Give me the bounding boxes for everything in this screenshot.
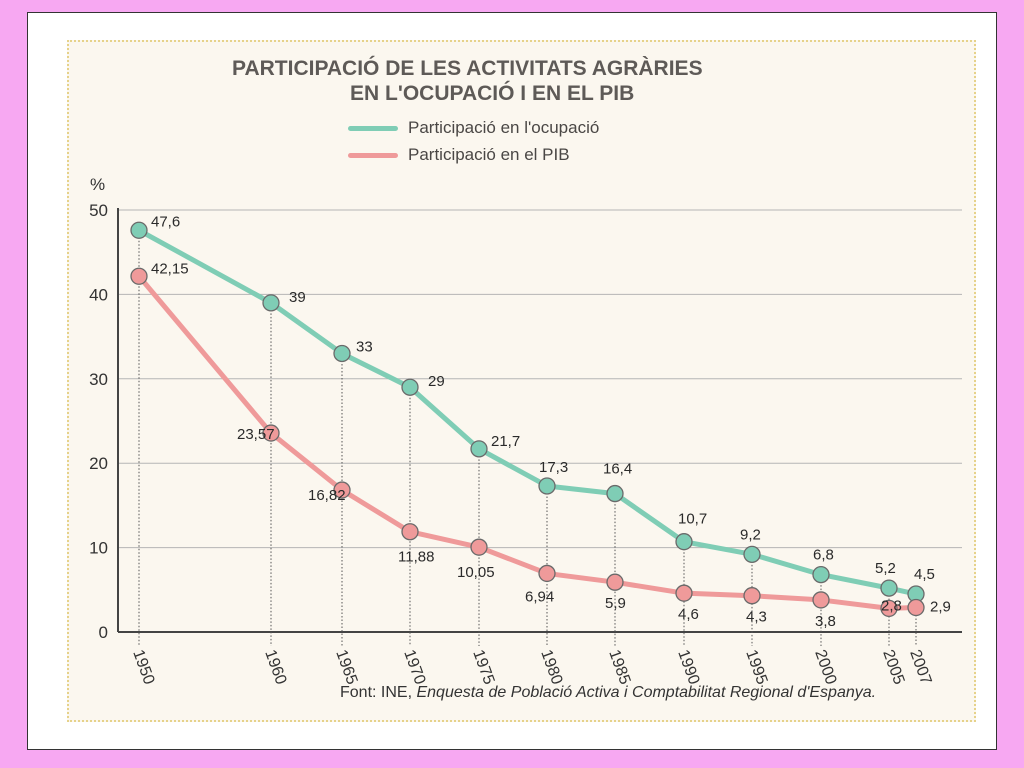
source-note: Font: INE, Enquesta de Població Activa i… <box>340 684 876 702</box>
y-tick-label: 20 <box>89 454 108 473</box>
y-axis-label: % <box>90 175 105 194</box>
legend-label-ocupacio: Participació en l'ocupació <box>408 118 600 137</box>
x-tick-label: 1990 <box>674 648 702 687</box>
chart-title-line1: PARTICIPACIÓ DE LES ACTIVITATS AGRÀRIES <box>232 57 703 80</box>
series-pib-line <box>136 273 919 611</box>
data-label-ocupacio: 39 <box>289 289 306 306</box>
x-tick-label: 2005 <box>879 648 907 687</box>
source-prefix: Font: INE, <box>340 684 417 701</box>
x-tick-label: 1960 <box>261 648 289 687</box>
data-point-ocupacio <box>401 378 419 396</box>
data-label-ocupacio: 29 <box>428 373 445 390</box>
data-point-ocupacio <box>812 565 830 584</box>
data-label-pib: 11,88 <box>398 549 434 566</box>
data-label-pib: 23,57 <box>237 426 275 443</box>
data-label-ocupacio: 21,7 <box>491 433 520 450</box>
legend-label-pib: Participació en el PIB <box>408 145 570 164</box>
legend-swatch-ocupacio <box>348 125 398 131</box>
data-point-pib <box>880 599 898 618</box>
data-point-ocupacio <box>470 440 488 458</box>
data-label-ocupacio: 16,4 <box>603 461 632 478</box>
data-label-pib: 6,94 <box>525 588 554 605</box>
data-point-pib <box>262 424 280 442</box>
data-point-ocupacio <box>675 533 693 551</box>
legend-item-ocupacio: Participació en l'ocupació <box>348 118 599 138</box>
series-ocupacio-line <box>136 227 919 597</box>
x-tick-label: 1970 <box>400 648 428 687</box>
y-tick-label: 0 <box>99 623 108 642</box>
legend-item-pib: Participació en el PIB <box>348 145 570 165</box>
x-tick-label: 1995 <box>742 648 770 687</box>
data-label-pib: 16,82 <box>308 487 346 504</box>
data-point-ocupacio <box>262 294 280 312</box>
chart-title: PARTICIPACIÓ DE LES ACTIVITATS AGRÀRIES … <box>232 56 832 106</box>
data-label-ocupacio: 4,5 <box>914 566 935 583</box>
data-label-ocupacio: 17,3 <box>539 459 568 476</box>
data-label-pib: 2,8 <box>881 597 902 614</box>
x-tick-label: 1985 <box>605 648 633 687</box>
data-point-ocupacio <box>538 477 556 495</box>
data-point-pib <box>538 564 556 583</box>
data-point-ocupacio <box>130 221 148 239</box>
chart-subtitle: EN L'OCUPACIÓ I EN EL PIB <box>350 82 635 105</box>
x-tick-label: 2007 <box>906 648 934 687</box>
y-tick-label: 10 <box>89 539 108 558</box>
chart-card <box>67 40 976 722</box>
data-label-ocupacio: 10,7 <box>678 511 707 528</box>
data-label-ocupacio: 6,8 <box>813 547 834 564</box>
data-label-pib: 42,15 <box>151 260 189 277</box>
data-label-ocupacio: 5,2 <box>875 560 896 577</box>
data-point-pib <box>743 587 761 605</box>
data-point-pib <box>470 538 488 556</box>
data-label-ocupacio: 9,2 <box>740 526 761 543</box>
data-label-pib: 4,6 <box>678 606 699 623</box>
y-tick-label: 50 <box>89 201 108 220</box>
data-point-pib <box>333 481 351 499</box>
data-label-ocupacio: 47,6 <box>151 213 180 230</box>
x-tick-label: 1980 <box>537 648 565 687</box>
data-label-pib: 5,9 <box>605 595 626 612</box>
data-point-pib <box>812 591 830 609</box>
data-point-ocupacio <box>743 545 761 564</box>
x-tick-label: 1950 <box>129 648 157 687</box>
data-point-ocupacio <box>606 484 624 503</box>
data-point-pib <box>907 598 925 617</box>
data-label-pib: 3,8 <box>815 613 836 630</box>
data-point-ocupacio <box>880 579 898 597</box>
source-italic: Enquesta de Població Activa i Comptabili… <box>416 684 877 701</box>
x-tick-label: 2000 <box>811 648 839 687</box>
data-label-pib: 2,9 <box>930 599 951 616</box>
data-point-pib <box>401 523 419 541</box>
y-tick-label: 30 <box>89 370 108 389</box>
data-point-pib <box>130 267 148 285</box>
x-tick-label: 1965 <box>332 648 360 687</box>
x-tick-label: 1975 <box>469 648 497 687</box>
data-label-pib: 4,3 <box>746 609 767 626</box>
y-tick-label: 40 <box>89 285 108 304</box>
data-label-ocupacio: 33 <box>356 338 373 355</box>
data-point-pib <box>675 584 693 602</box>
data-label-pib: 10,05 <box>457 564 495 581</box>
data-point-ocupacio <box>333 344 351 363</box>
legend-swatch-pib <box>348 152 398 158</box>
data-point-pib <box>606 573 624 591</box>
